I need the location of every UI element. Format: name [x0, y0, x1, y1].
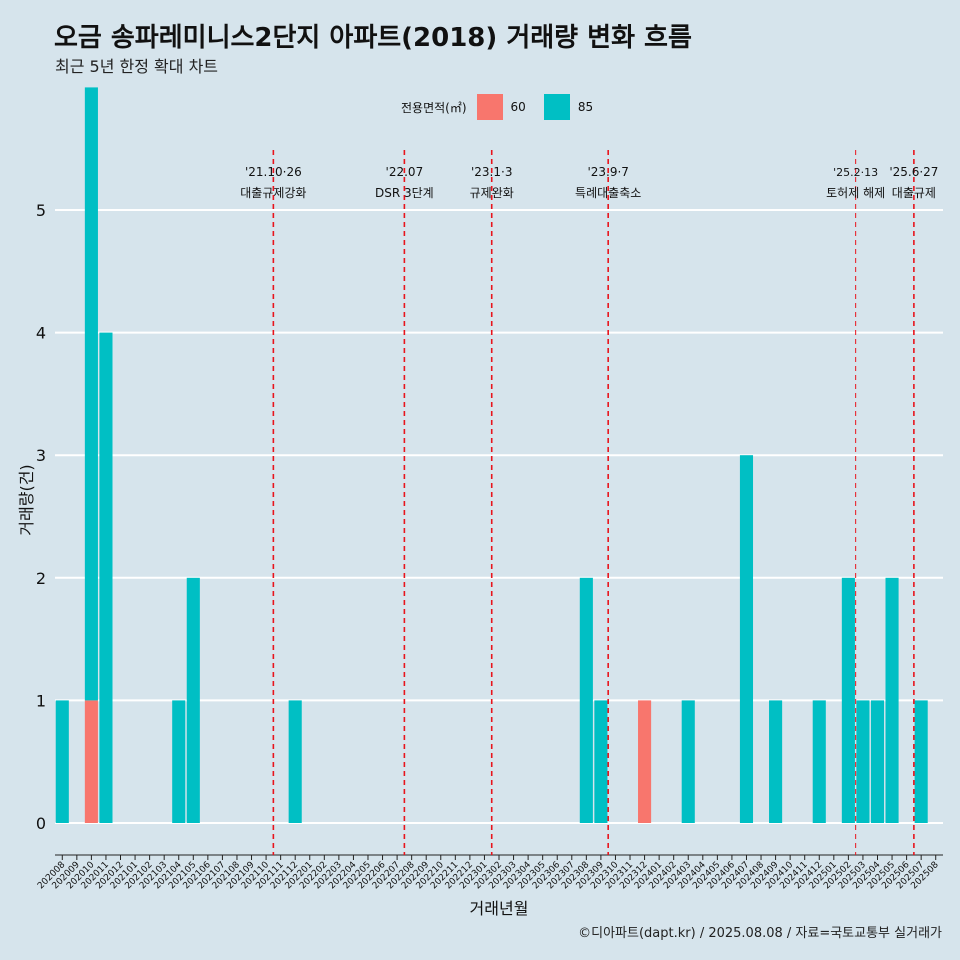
event-date-202506: '25.6·27	[889, 165, 938, 179]
bar-85-202403	[681, 700, 695, 823]
legend-swatch-85	[543, 94, 570, 120]
bar-85-202011	[99, 332, 113, 823]
bar-85-202010	[84, 87, 98, 701]
bar-85-202412	[812, 700, 826, 823]
y-axis-title: 거래량(건)	[17, 464, 36, 535]
bar-85-202104	[172, 700, 186, 823]
bar-85-202504	[870, 700, 885, 823]
legend-label-60: 60	[510, 100, 526, 114]
y-tick-label: 5	[36, 201, 46, 220]
legend-title: 전용면적(㎡)	[401, 100, 467, 115]
bar-85-202407	[739, 455, 754, 823]
event-date-202502: '25.2·13	[833, 166, 878, 179]
y-tick-label: 4	[36, 324, 46, 343]
event-label-202301: 규제완화	[470, 186, 514, 200]
bar-60-202010	[84, 700, 98, 823]
event-label-202506: 대출규제	[892, 186, 936, 200]
y-tick-label: 3	[36, 446, 46, 465]
bar-85-202409	[769, 700, 783, 823]
chart-title: 오금 송파레미니스2단지 아파트(2018) 거래량 변화 흐름	[54, 23, 692, 53]
event-date-202309: '23.9·7	[587, 165, 628, 179]
legend-swatch-60	[476, 94, 503, 120]
event-date-202207: '22.07	[386, 165, 424, 179]
event-label-202309: 특례대출축소	[575, 186, 641, 200]
legend: 전용면적(㎡) 60 85	[401, 94, 611, 120]
bar-85-202505	[885, 577, 899, 823]
bar-85-202503	[856, 700, 870, 823]
y-tick-label: 2	[36, 569, 46, 588]
event-date-202301: '23.1·3	[471, 165, 512, 179]
legend-label-85: 85	[577, 100, 594, 114]
x-axis-title: 거래년월	[470, 899, 529, 918]
y-tick-label: 1	[36, 691, 46, 710]
event-label-202207: DSR 3단계	[375, 186, 434, 200]
bar-60-202312	[638, 700, 652, 823]
bar-85-202309	[594, 700, 608, 823]
event-label-202110: 대출규제강화	[240, 186, 306, 200]
bar-85-202008	[55, 700, 69, 823]
bar-85-202308	[579, 577, 593, 823]
bar-85-202105	[186, 577, 200, 823]
chart-subtitle: 최근 5년 한정 확대 차트	[55, 57, 219, 76]
bar-85-202507	[914, 700, 928, 823]
event-label-202502: 토허제 해제	[826, 186, 885, 200]
event-date-202110: '21.10·26	[245, 165, 302, 179]
y-tick-label: 0	[36, 814, 46, 833]
source-caption: ©디아파트(dapt.kr) / 2025.08.08 / 자료=국토교통부 실…	[578, 926, 942, 941]
bar-85-202112	[288, 700, 302, 823]
bar-85-202502	[841, 577, 855, 823]
